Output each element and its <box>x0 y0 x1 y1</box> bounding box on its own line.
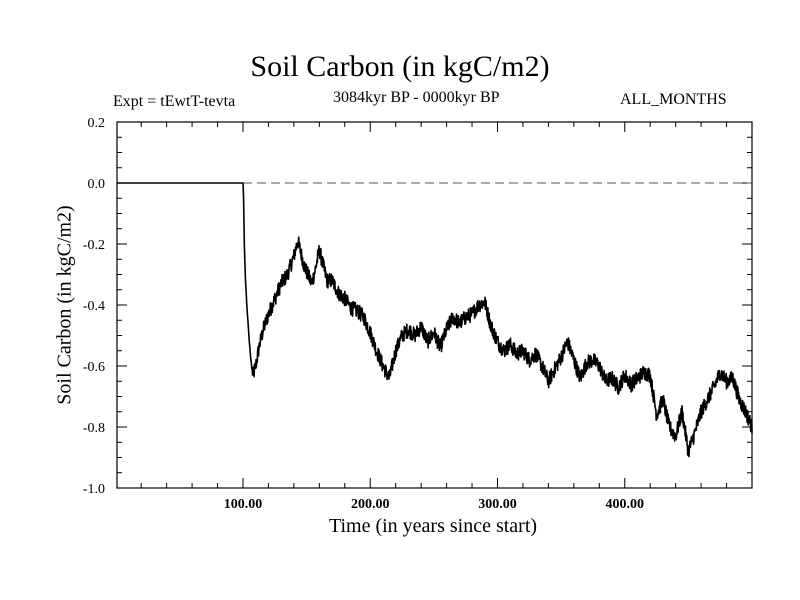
y-tick-label: 0.2 <box>88 116 106 131</box>
experiment-label: Expt = tEwtT-tevta <box>113 93 236 110</box>
chart-title: Soil Carbon (in kgC/m2) <box>250 50 550 83</box>
y-tick-label: -0.6 <box>83 360 105 375</box>
x-axis-label: Time (in years since start) <box>328 515 538 537</box>
x-tick-label: 100.00 <box>224 497 263 512</box>
plot-frame <box>116 121 753 489</box>
x-tick-label: 300.00 <box>478 497 517 512</box>
y-tick-label: 0.0 <box>88 177 106 192</box>
soil-carbon-series-line <box>117 182 753 458</box>
x-tick-label: 200.00 <box>351 497 390 512</box>
y-tick-label: -0.2 <box>83 238 105 253</box>
months-label: ALL_MONTHS <box>620 91 727 108</box>
period-label: 3084kyr BP - 0000kyr BP <box>333 89 500 106</box>
y-tick-label: -1.0 <box>83 482 105 497</box>
y-tick-label: -0.8 <box>83 421 105 436</box>
x-tick-label: 400.00 <box>605 497 644 512</box>
y-tick-label: -0.4 <box>83 299 105 314</box>
